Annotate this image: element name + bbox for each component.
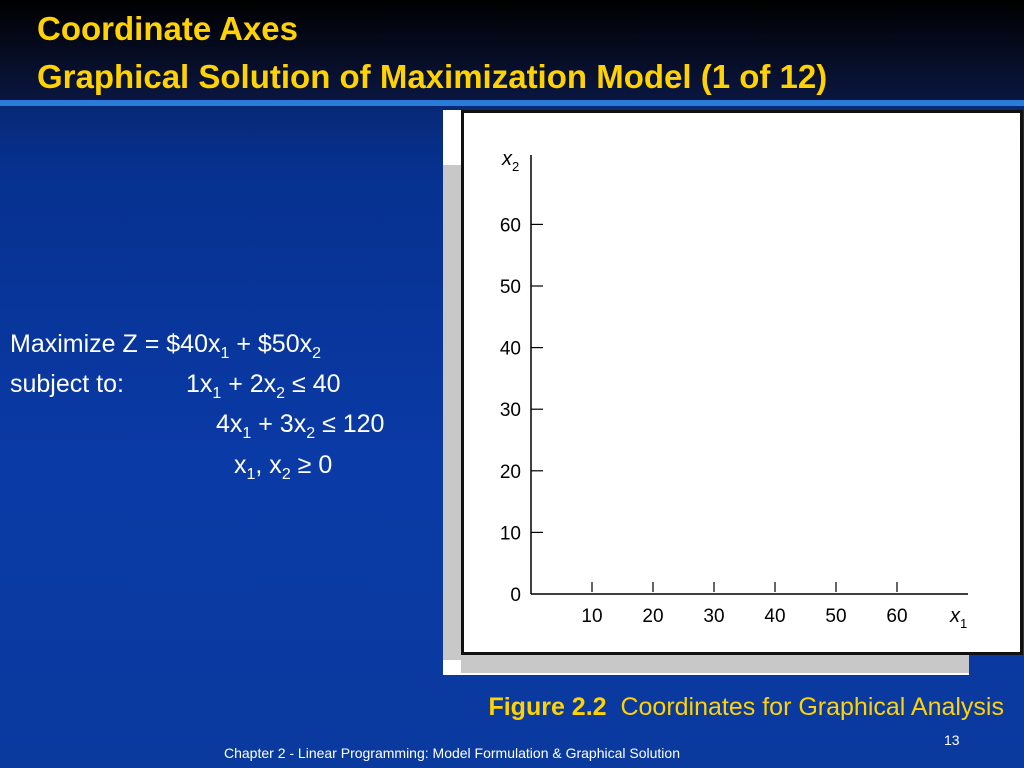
y-tick-label: 0 [510, 585, 521, 606]
y-tick-label: 40 [500, 339, 521, 360]
non-negativity-constraint: x1, x2 ≥ 0 [234, 451, 333, 483]
slide-footer: Chapter 2 - Linear Programming: Model Fo… [224, 745, 680, 761]
figure-panel [461, 110, 1023, 655]
objective-function: Maximize Z = $40x1 + $50x2 [10, 330, 322, 362]
x-tick-label: 10 [581, 606, 602, 627]
slide-title-line-1: Coordinate Axes [37, 10, 299, 47]
x-axis-label: x1 [949, 605, 967, 631]
y-tick-label: 20 [500, 462, 521, 483]
title-divider [0, 100, 1024, 106]
x-tick-label: 40 [764, 606, 785, 627]
y-tick-label: 10 [500, 523, 521, 544]
figure-caption: Figure 2.2 Coordinates for Graphical Ana… [488, 693, 1004, 721]
figure-shadow-left [443, 165, 461, 660]
y-tick-label: 50 [500, 277, 521, 298]
y-ticks: 0 10 20 30 40 50 60 [500, 215, 543, 606]
figure-shadow-bottom [461, 655, 969, 673]
x-ticks: 10 20 30 40 50 60 [581, 582, 908, 627]
constraint-1: subject to: 1x1 + 2x2 ≤ 40 [10, 370, 341, 402]
y-tick-label: 30 [500, 400, 521, 421]
x-tick-label: 50 [825, 606, 846, 627]
x-tick-label: 20 [642, 606, 663, 627]
y-tick-label: 60 [500, 215, 521, 236]
title-band [0, 0, 1024, 100]
slide-title-line-2: Graphical Solution of Maximization Model… [37, 58, 828, 95]
x-tick-label: 60 [886, 606, 907, 627]
x-tick-label: 30 [703, 606, 724, 627]
page-number: 13 [944, 732, 960, 748]
y-axis-label: x2 [501, 148, 519, 174]
constraint-2: 4x1 + 3x2 ≤ 120 [216, 410, 385, 442]
